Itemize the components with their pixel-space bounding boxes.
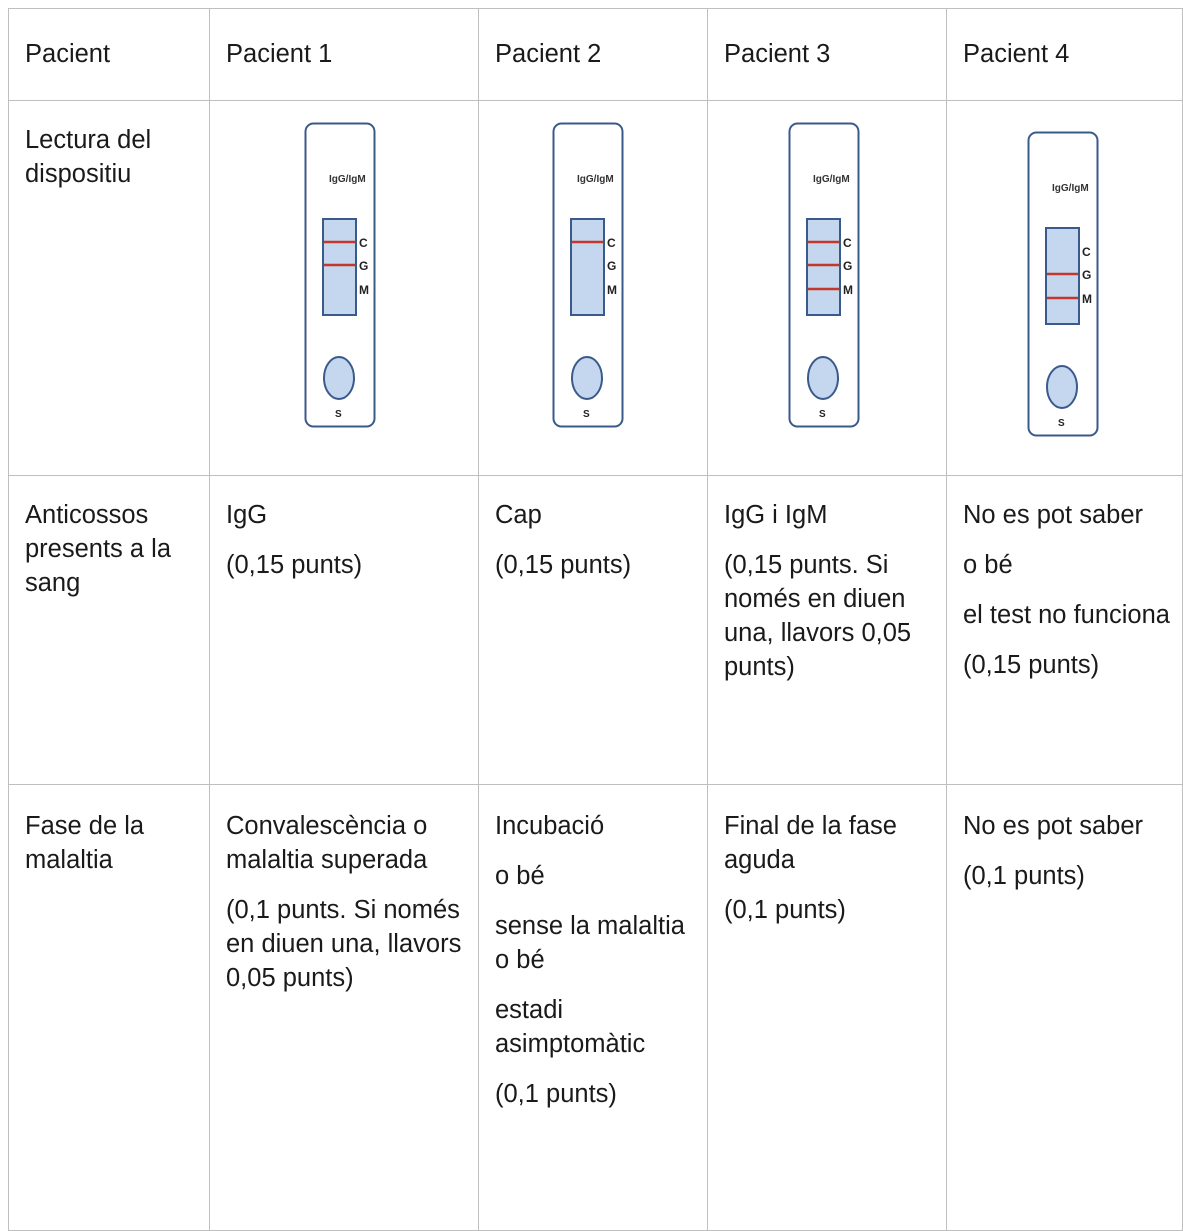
- cell-paragraph: (0,15 punts. Si només en diuen una, llav…: [724, 551, 912, 681]
- test-device-1: IgG/IgM C G M S: [304, 122, 376, 428]
- antibodies-cell-1: IgG (0,15 punts): [210, 476, 478, 582]
- result-window: [570, 218, 605, 316]
- label-s: S: [583, 409, 590, 420]
- sample-well: [323, 356, 355, 400]
- label-m: M: [843, 283, 853, 297]
- result-window: [1045, 227, 1080, 325]
- header-row: Pacient Pacient 1 Pacient 2 Pacient 3 Pa…: [8, 8, 1183, 101]
- device-svg: IgG/IgM CGM S: [788, 122, 860, 428]
- label-m: M: [607, 283, 617, 297]
- label-s: S: [1058, 418, 1065, 429]
- cell-paragraph: Incubació: [495, 812, 605, 840]
- antibodies-row: Anticossos presents a la sang IgG (0,15 p…: [8, 475, 1183, 785]
- result-window: [806, 218, 841, 316]
- antibodies-cell-3: IgG i IgM (0,15 punts. Si només en diuen …: [708, 476, 946, 684]
- label-s: S: [819, 409, 826, 420]
- cell-paragraph: (0,15 punts): [495, 551, 632, 579]
- row-label: Lectura del dispositiu: [25, 126, 152, 188]
- cell-paragraph: Convalescència o malaltia superada: [226, 812, 428, 874]
- header-cell: Pacient 2: [495, 40, 602, 68]
- label-c: C: [843, 236, 852, 250]
- sample-well: [807, 356, 839, 400]
- device-title: IgG/IgM: [1052, 183, 1089, 194]
- test-device-4: IgG/IgM C G M S: [1027, 131, 1099, 437]
- cell-paragraph: (0,15 punts): [963, 651, 1100, 679]
- test-device-2: IgG/IgM C G M S: [552, 122, 624, 428]
- cell-paragraph: Cap: [495, 501, 542, 529]
- cell-paragraph: (0,15 punts): [226, 551, 363, 579]
- label-g: G: [359, 259, 368, 273]
- device-title: IgG/IgM: [577, 174, 614, 185]
- label-g: G: [607, 259, 616, 273]
- device-title: IgG/IgM: [329, 174, 366, 185]
- cell-paragraph: No es pot saber: [963, 812, 1144, 840]
- cell-paragraph: sense la malaltia o bé: [495, 912, 685, 974]
- cell-paragraph: (0,1 punts): [724, 896, 846, 924]
- row-label: Fase de la malaltia: [25, 812, 145, 874]
- antibodies-cell-2: Cap (0,15 punts): [479, 476, 707, 582]
- device-svg: IgG/IgM CGM S: [304, 122, 376, 428]
- phase-cell-1: Convalescència o malaltia superada (0,1 p…: [210, 785, 478, 995]
- label-c: C: [359, 236, 368, 250]
- label-c: C: [607, 236, 616, 250]
- cell-paragraph: IgG: [226, 501, 268, 529]
- device-svg: IgG/IgM CGM S: [1027, 131, 1099, 437]
- sample-well: [571, 356, 603, 400]
- sample-well: [1046, 365, 1078, 409]
- header-cell: Pacient 3: [724, 40, 831, 68]
- label-m: M: [359, 283, 369, 297]
- cell-paragraph: (0,1 punts. Si només en diuen una, llavo…: [226, 896, 462, 992]
- device-title: IgG/IgM: [813, 174, 850, 185]
- cell-paragraph: Final de la fase aguda: [724, 812, 897, 874]
- label-m: M: [1082, 292, 1092, 306]
- row-label: Anticossos presents a la sang: [25, 501, 172, 597]
- cell-paragraph: No es pot saber: [963, 501, 1144, 529]
- test-device-3: IgG/IgM C G M S: [788, 122, 860, 428]
- cell-paragraph: estadi asimptomàtic: [495, 996, 646, 1058]
- phase-cell-4: No es pot saber (0,1 punts): [947, 785, 1182, 893]
- header-cell: Pacient 1: [226, 40, 333, 68]
- device-row: Lectura del dispositiu IgG/IgM C G M S IgG/I…: [8, 100, 1183, 476]
- results-table: Pacient Pacient 1 Pacient 2 Pacient 3 Pa…: [8, 8, 1183, 1231]
- label-g: G: [1082, 268, 1091, 282]
- phase-cell-2: Incubació o bé sense la malaltia o bé estad…: [479, 785, 707, 1111]
- cell-paragraph: el test no funciona: [963, 601, 1170, 629]
- cell-paragraph: o bé: [495, 862, 545, 890]
- cell-paragraph: o bé: [963, 551, 1013, 579]
- label-s: S: [335, 409, 342, 420]
- cell-paragraph: IgG i IgM: [724, 501, 828, 529]
- antibodies-cell-4: No es pot saber o bé el test no funciona (0…: [947, 476, 1182, 682]
- phase-row: Fase de la malaltia Convalescència o mal…: [8, 784, 1183, 1231]
- header-cell: Pacient 4: [963, 40, 1070, 68]
- phase-cell-3: Final de la fase aguda (0,1 punts): [708, 785, 946, 927]
- label-c: C: [1082, 245, 1091, 259]
- label-g: G: [843, 259, 852, 273]
- cell-paragraph: (0,1 punts): [963, 862, 1085, 890]
- result-window: [322, 218, 357, 316]
- cell-paragraph: (0,1 punts): [495, 1080, 617, 1108]
- device-svg: IgG/IgM CGM S: [552, 122, 624, 428]
- header-cell: Pacient: [25, 40, 111, 68]
